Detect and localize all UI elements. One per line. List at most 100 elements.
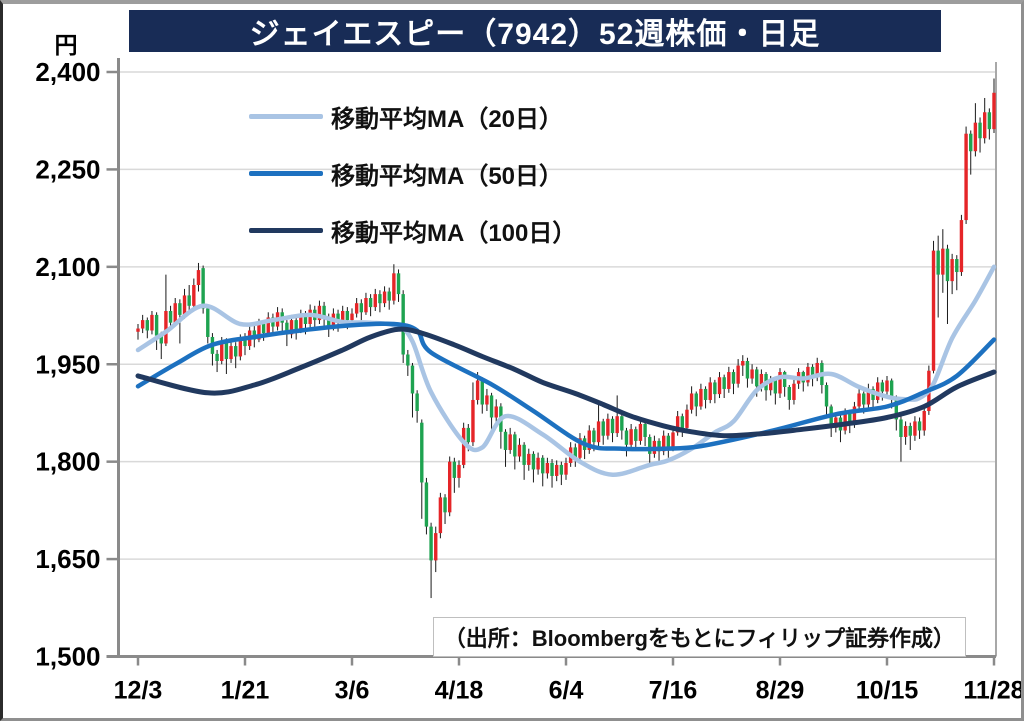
ma50-line-swatch — [249, 171, 323, 176]
candle-up — [392, 273, 396, 301]
candle-down — [429, 526, 433, 561]
candle-down — [224, 341, 229, 360]
candle-down — [862, 393, 866, 405]
legend: 移動平均MA（20日） 移動平均MA（50日） 移動平均MA（100日） — [249, 88, 576, 259]
candle-up — [992, 92, 996, 130]
candle-up — [350, 313, 354, 321]
candle-up — [741, 361, 745, 366]
x-tick-label: 10/15 — [856, 677, 919, 705]
candle-down — [154, 314, 159, 336]
candle-down — [159, 335, 163, 344]
candle-up — [727, 372, 731, 389]
candle-down — [503, 431, 508, 450]
candle-down — [424, 482, 429, 527]
candle-down — [936, 250, 940, 275]
candle-up — [615, 416, 619, 434]
candle-up — [689, 393, 694, 410]
x-tick-label: 12/3 — [114, 677, 163, 705]
candle-up — [229, 346, 233, 360]
ma100-label: 移動平均MA（100日） — [331, 220, 577, 247]
candle-down — [917, 421, 922, 431]
candle-up — [140, 320, 145, 329]
ma100-line — [135, 326, 997, 439]
candle-up — [950, 259, 954, 282]
candle-down — [787, 386, 792, 400]
y-tick-label: 2,400 — [35, 57, 100, 87]
x-tick-label: 11/28 — [963, 677, 1024, 705]
candle-down — [894, 398, 899, 420]
ma50-label: 移動平均MA（50日） — [331, 163, 564, 190]
candle-up — [699, 388, 703, 407]
candle-up — [382, 291, 387, 304]
candle-up — [941, 248, 945, 275]
x-tick-label: 1/21 — [221, 677, 270, 705]
candle-up — [778, 372, 782, 394]
candle-up — [373, 294, 377, 308]
candle-down — [336, 313, 340, 323]
candle-up — [150, 314, 154, 331]
chart-title: ジェイエスピー（7942）52週株価・日足 — [249, 18, 821, 51]
candle-up — [438, 497, 443, 534]
candle-down — [592, 430, 596, 443]
candle-down — [178, 303, 182, 315]
ma20-label: 移動平均MA（20日） — [331, 106, 564, 133]
candle-up — [536, 457, 540, 470]
candle-down — [624, 430, 629, 445]
candle-up — [964, 133, 968, 221]
candle-down — [531, 453, 536, 470]
source-note: （出所：Bloombergをもとにフィリップ証券作成） — [432, 617, 966, 657]
candle-down — [233, 346, 238, 357]
candle-up — [266, 317, 270, 334]
candle-down — [168, 310, 173, 323]
legend-item-ma50: 移動平均MA（50日） — [249, 145, 576, 202]
candle-down — [466, 427, 471, 443]
candle-up — [317, 305, 322, 321]
candle-down — [522, 444, 526, 465]
chart-title-bar: ジェイエスピー（7942）52週株価・日足 — [129, 10, 941, 52]
candle-up — [220, 341, 224, 362]
candle-up — [708, 382, 712, 400]
candle-down — [489, 395, 494, 418]
candle-down — [680, 416, 685, 428]
candle-up — [885, 380, 889, 392]
candle-up — [834, 417, 838, 428]
candle-down — [648, 436, 652, 454]
candle-down — [443, 497, 447, 513]
candle-down — [722, 377, 726, 389]
candle-down — [601, 421, 605, 436]
x-tick-label: 7/16 — [649, 677, 698, 705]
candle-down — [145, 320, 150, 331]
candle-down — [969, 133, 973, 152]
candle-up — [364, 298, 368, 313]
candle-down — [452, 461, 457, 478]
candle-up — [913, 421, 917, 436]
candle-down — [634, 429, 638, 441]
y-tick-label: 2,100 — [35, 252, 100, 282]
legend-item-ma100: 移動平均MA（100日） — [249, 202, 576, 259]
y-tick-label: 2,250 — [35, 154, 100, 184]
candle-down — [559, 464, 564, 475]
candle-up — [196, 270, 201, 286]
candle-down — [643, 423, 647, 437]
candle-up — [806, 366, 810, 383]
candle-up — [494, 406, 498, 418]
candle-up — [815, 362, 819, 378]
candle-down — [782, 372, 787, 387]
candle-up — [475, 380, 480, 400]
candle-down — [880, 382, 885, 392]
candle-down — [550, 462, 554, 476]
candle-down — [755, 369, 759, 387]
candle-down — [406, 354, 410, 366]
candle-up — [922, 411, 926, 431]
y-tick-label: 1,500 — [35, 642, 100, 672]
candle-down — [899, 419, 903, 437]
ma20-line — [135, 264, 997, 477]
candle-down — [327, 317, 331, 327]
candle-down — [703, 388, 708, 400]
candle-down — [848, 412, 852, 424]
candle-down — [359, 303, 364, 313]
candle-up — [508, 434, 512, 450]
candle-down — [420, 422, 424, 483]
candle-down — [666, 435, 671, 448]
